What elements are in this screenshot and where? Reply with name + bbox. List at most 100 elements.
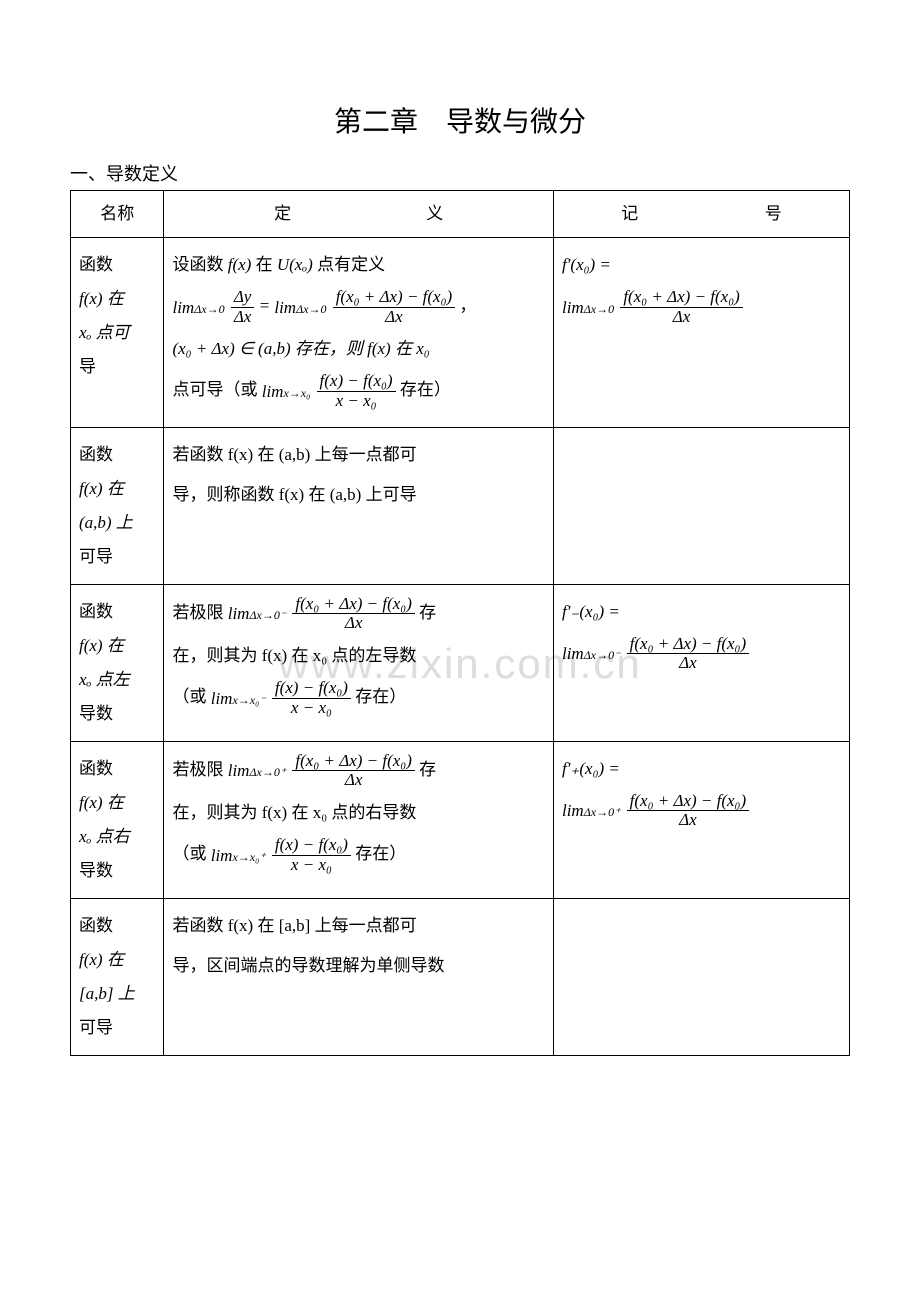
frac-num: f(x) − f(x₀) bbox=[272, 679, 351, 699]
frac-num: f(x₀ + Δx) − f(x₀) bbox=[333, 288, 455, 308]
frac-den: Δx bbox=[231, 308, 255, 327]
cell-notation: f′₋(x₀) = limΔx→0⁻ f(x₀ + Δx) − f(x₀)Δx bbox=[553, 584, 849, 741]
frac-num: f(x₀ + Δx) − f(x₀) bbox=[292, 752, 414, 772]
cell-name: 函数 f(x) 在 (a,b) 上 可导 bbox=[71, 427, 164, 584]
text: 可导 bbox=[79, 1011, 155, 1045]
text: f(x) 在 bbox=[79, 793, 124, 812]
table-row: 函数 f(x) 在 [a,b] 上 可导 若函数 f(x) 在 [a,b] 上每… bbox=[71, 898, 850, 1055]
text: 函数 bbox=[79, 438, 155, 472]
header-def-left: 定 bbox=[274, 197, 291, 231]
cell-name: 函数 f(x) 在 xₒ 点右 导数 bbox=[71, 741, 164, 898]
text: 在，则其为 f(x) 在 x₀ 点的左导数 bbox=[172, 639, 545, 673]
frac-den: Δx bbox=[627, 811, 749, 830]
cell-notation: f′(x₀) = limΔx→0 f(x₀ + Δx) − f(x₀)Δx bbox=[553, 238, 849, 428]
lim-bot: Δx→0⁺ bbox=[249, 765, 286, 779]
lim-bot: Δx→0⁻ bbox=[584, 648, 621, 662]
header-name: 名称 bbox=[71, 191, 164, 238]
text: 函数 bbox=[79, 909, 155, 943]
lim-top: lim bbox=[211, 689, 233, 708]
text: 导，区间端点的导数理解为单侧导数 bbox=[172, 949, 545, 983]
text: 存在） bbox=[355, 687, 406, 706]
lim-top: lim bbox=[562, 801, 584, 820]
text: 导数 bbox=[79, 854, 155, 888]
lim-bot: Δx→0 bbox=[296, 302, 326, 316]
text: 点可导（或 bbox=[172, 380, 261, 399]
text: ， bbox=[459, 296, 476, 315]
text: f(x) 在 bbox=[79, 479, 124, 498]
frac-num: f(x) − f(x₀) bbox=[272, 836, 351, 856]
text: 导 bbox=[79, 350, 155, 384]
cell-definition: 设函数 f(x) 在 U(xₒ) 点有定义 limΔx→0 ΔyΔx = lim… bbox=[164, 238, 554, 428]
frac-den: Δx bbox=[292, 614, 414, 633]
lim-top: lim bbox=[274, 298, 296, 317]
table-row: 函数 f(x) 在 xₒ 点左 导数 若极限 limΔx→0⁻ f(x₀ + Δ… bbox=[71, 584, 850, 741]
frac-num: Δy bbox=[231, 288, 255, 308]
text: 在，则其为 f(x) 在 x₀ 点的右导数 bbox=[172, 796, 545, 830]
header-def-right: 义 bbox=[426, 197, 443, 231]
lim-top: lim bbox=[228, 761, 250, 780]
text: f′₊(x₀) = bbox=[562, 759, 620, 778]
text: 若极限 bbox=[172, 603, 227, 622]
text: = bbox=[259, 296, 275, 315]
text: f′₋(x₀) = bbox=[562, 602, 620, 621]
header-not-left: 记 bbox=[621, 197, 638, 231]
text: 存在） bbox=[355, 844, 406, 863]
cell-notation bbox=[553, 427, 849, 584]
frac-num: f(x₀ + Δx) − f(x₀) bbox=[627, 635, 749, 655]
text: 设函数 bbox=[172, 255, 227, 274]
cell-name: 函数 f(x) 在 xₒ 点左 导数 bbox=[71, 584, 164, 741]
text: 函数 bbox=[79, 248, 155, 282]
text: 函数 bbox=[79, 752, 155, 786]
cell-definition: 若函数 f(x) 在 (a,b) 上每一点都可 导，则称函数 f(x) 在 (a… bbox=[164, 427, 554, 584]
frac-num: f(x₀ + Δx) − f(x₀) bbox=[627, 792, 749, 812]
frac-den: Δx bbox=[292, 771, 414, 790]
lim-bot: x→x₀ bbox=[283, 386, 310, 400]
frac-den: x − x₀ bbox=[272, 699, 351, 718]
chapter-title: 第二章 导数与微分 bbox=[70, 100, 850, 140]
table-row: 函数 f(x) 在 xₒ 点右 导数 若极限 limΔx→0⁺ f(x₀ + Δ… bbox=[71, 741, 850, 898]
lim-bot: Δx→0⁺ bbox=[584, 805, 621, 819]
frac-den: Δx bbox=[620, 308, 742, 327]
frac-den: Δx bbox=[333, 308, 455, 327]
text: xₒ 点左 bbox=[79, 670, 130, 689]
cell-notation: f′₊(x₀) = limΔx→0⁺ f(x₀ + Δx) − f(x₀)Δx bbox=[553, 741, 849, 898]
text: (a,b) 上 bbox=[79, 513, 133, 532]
cell-notation bbox=[553, 898, 849, 1055]
cell-definition: 若极限 limΔx→0⁺ f(x₀ + Δx) − f(x₀)Δx 存 在，则其… bbox=[164, 741, 554, 898]
frac-num: f(x) − f(x₀) bbox=[317, 372, 396, 392]
header-definition: 定义 bbox=[164, 191, 554, 238]
text: （或 bbox=[172, 844, 210, 863]
header-notation: 记号 bbox=[553, 191, 849, 238]
derivative-table: 名称 定义 记号 函数 f(x) 在 xₒ 点可 导 设函数 f bbox=[70, 190, 850, 1056]
text: xₒ 点可 bbox=[79, 323, 130, 342]
cell-definition: 若极限 limΔx→0⁻ f(x₀ + Δx) − f(x₀)Δx 存 在，则其… bbox=[164, 584, 554, 741]
text: 导数 bbox=[79, 697, 155, 731]
table-row: 函数 f(x) 在 (a,b) 上 可导 若函数 f(x) 在 (a,b) 上每… bbox=[71, 427, 850, 584]
text: f(x) 在 bbox=[79, 636, 124, 655]
frac-num: f(x₀ + Δx) − f(x₀) bbox=[620, 288, 742, 308]
text: f(x) 在 bbox=[79, 289, 124, 308]
text: 存 bbox=[419, 603, 436, 622]
text: f′(x₀) = bbox=[562, 255, 611, 274]
lim-bot: x→x₀⁺ bbox=[232, 850, 265, 864]
text: f(x) bbox=[228, 255, 252, 274]
table-row: 函数 f(x) 在 xₒ 点可 导 设函数 f(x) 在 U(xₒ) 点有定义 … bbox=[71, 238, 850, 428]
text: f(x) 在 bbox=[79, 950, 124, 969]
text: 导，则称函数 f(x) 在 (a,b) 上可导 bbox=[172, 478, 545, 512]
text: 存在） bbox=[400, 380, 451, 399]
cell-name: 函数 f(x) 在 [a,b] 上 可导 bbox=[71, 898, 164, 1055]
lim-top: lim bbox=[262, 382, 284, 401]
frac-den: Δx bbox=[627, 654, 749, 673]
text: [a,b] 上 bbox=[79, 984, 135, 1003]
lim-top: lim bbox=[562, 644, 584, 663]
lim-bot: x→x₀⁻ bbox=[232, 693, 265, 707]
lim-bot: Δx→0 bbox=[584, 302, 614, 316]
text: 可导 bbox=[79, 540, 155, 574]
text: 若极限 bbox=[172, 760, 227, 779]
lim-top: lim bbox=[562, 298, 584, 317]
lim-bot: Δx→0 bbox=[194, 302, 224, 316]
text: 在 bbox=[251, 255, 277, 274]
frac-den: x − x₀ bbox=[317, 392, 396, 411]
cell-definition: 若函数 f(x) 在 [a,b] 上每一点都可 导，区间端点的导数理解为单侧导数 bbox=[164, 898, 554, 1055]
lim-top: lim bbox=[172, 298, 194, 317]
